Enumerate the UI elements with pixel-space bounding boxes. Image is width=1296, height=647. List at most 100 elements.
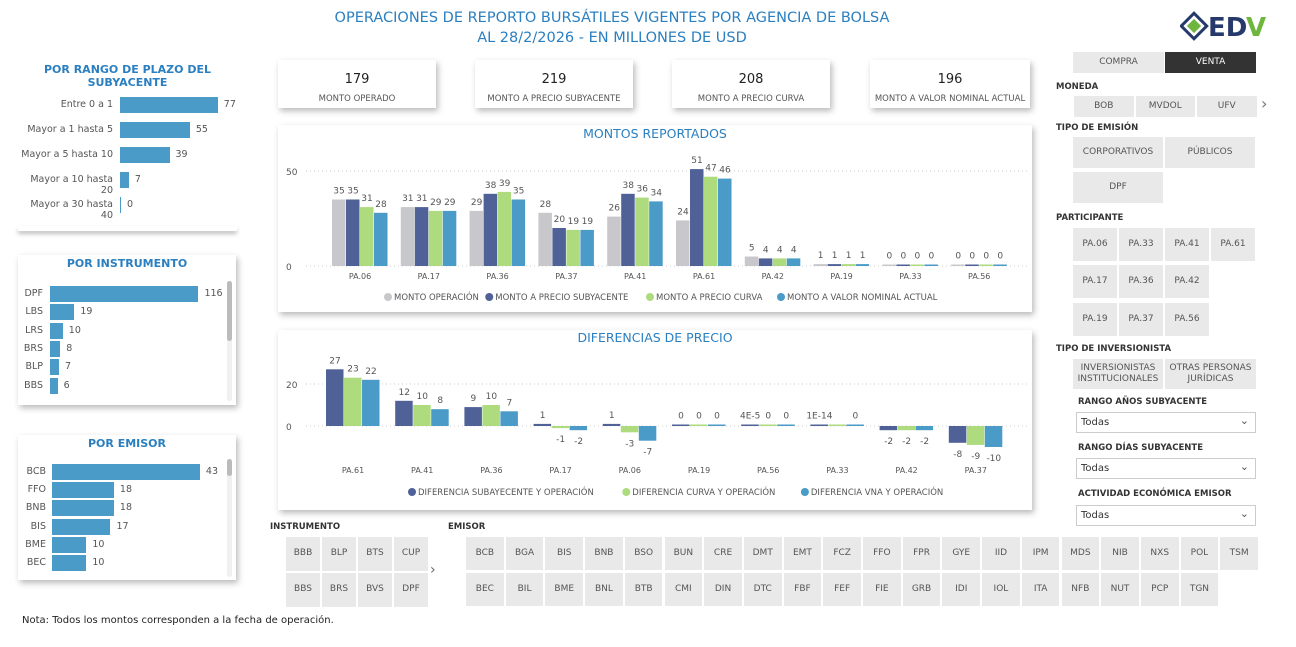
emisor-button-cmi[interactable]: CMI — [664, 573, 703, 606]
bar[interactable] — [607, 216, 621, 266]
bar-row[interactable]: BLP 7 — [18, 359, 228, 376]
bar[interactable] — [951, 264, 965, 267]
emisor-button-iid[interactable]: IID — [982, 537, 1020, 570]
emisor-button-ita[interactable]: ITA — [1021, 573, 1060, 606]
emisor-button-pcp[interactable]: PCP — [1140, 573, 1179, 606]
emisor-button-fef[interactable]: FEF — [823, 573, 861, 606]
inversionista-otras-button[interactable]: OTRAS PERSONAS JURÍDICAS — [1165, 359, 1256, 389]
emisor-button-bcb[interactable]: BCB — [466, 537, 504, 570]
bar[interactable] — [827, 264, 842, 266]
inversionista-institucionales-button[interactable]: INVERSIONISTAS INSTITUCIONALES — [1073, 359, 1163, 389]
emisor-button-bil[interactable]: BIL — [505, 573, 544, 606]
legend-item[interactable]: DIFERENCIA SUBAYECENTE Y OPERACIÓN — [408, 486, 594, 498]
bar[interactable] — [759, 424, 777, 427]
bar[interactable] — [120, 122, 190, 138]
bar[interactable] — [744, 256, 759, 267]
bar[interactable] — [810, 424, 828, 427]
bar[interactable] — [52, 536, 87, 553]
scrollbar[interactable] — [227, 281, 232, 401]
bar[interactable] — [442, 210, 457, 266]
bar[interactable] — [551, 426, 570, 429]
bar-row[interactable]: Mayor a 10 hasta 20 7 — [18, 172, 228, 196]
emisor-button-ffo[interactable]: FFO — [863, 537, 901, 570]
chevron-right-icon[interactable]: › — [1261, 94, 1268, 113]
bar[interactable] — [52, 518, 111, 535]
legend-item[interactable]: MONTO A PRECIO CURVA — [646, 293, 763, 303]
bar-row[interactable]: BRS 8 — [18, 340, 228, 357]
bar[interactable] — [120, 172, 129, 188]
bar[interactable] — [718, 178, 732, 266]
bar[interactable] — [965, 264, 979, 267]
participante-button[interactable]: PA.36 — [1119, 265, 1163, 298]
bar[interactable] — [758, 258, 773, 266]
bar[interactable] — [497, 191, 512, 266]
bar-row[interactable]: LRS 10 — [18, 322, 228, 339]
bar[interactable] — [533, 423, 552, 426]
emisor-button-bme[interactable]: BME — [545, 573, 584, 606]
bar[interactable] — [413, 405, 431, 426]
bar[interactable] — [120, 97, 218, 113]
bar[interactable] — [360, 207, 374, 266]
instrumento-button-bts[interactable]: BTS — [358, 537, 392, 571]
bar-row[interactable]: Mayor a 5 hasta 10 39 — [18, 147, 228, 163]
bar[interactable] — [50, 340, 61, 357]
bar[interactable] — [828, 424, 846, 427]
emisor-button-dtc[interactable]: DTC — [743, 573, 782, 606]
bar[interactable] — [362, 379, 380, 426]
bar-row[interactable]: Entre 0 a 1 77 — [18, 97, 236, 113]
bar[interactable] — [879, 426, 898, 431]
emisor-button-cre[interactable]: CRE — [704, 537, 742, 570]
emisor-button-fie[interactable]: FIE — [863, 573, 901, 606]
emisor-button-tgn[interactable]: TGN — [1180, 573, 1219, 606]
bar[interactable] — [813, 264, 828, 266]
instrumento-button-dpf[interactable]: DPF — [394, 573, 428, 607]
bar-row[interactable]: FFO 18 — [18, 482, 228, 499]
participante-button[interactable]: PA.06 — [1073, 228, 1117, 261]
participante-button[interactable]: PA.56 — [1165, 303, 1209, 336]
bar[interactable] — [841, 264, 856, 266]
emision-button-dpf[interactable]: DPF — [1073, 172, 1163, 203]
participante-button[interactable]: PA.37 — [1119, 303, 1163, 336]
bar[interactable] — [855, 264, 870, 266]
participante-button[interactable]: PA.61 — [1211, 228, 1255, 261]
bar[interactable] — [500, 411, 518, 426]
participante-button[interactable]: PA.19 — [1073, 303, 1117, 336]
compra-button[interactable]: COMPRA — [1073, 52, 1164, 73]
bar[interactable] — [414, 207, 429, 266]
bar[interactable] — [896, 264, 910, 267]
emisor-button-bec[interactable]: BEC — [466, 573, 504, 606]
bar-row[interactable]: BEC 10 — [18, 555, 228, 571]
bar[interactable] — [374, 212, 388, 266]
emisor-button-nib[interactable]: NIB — [1101, 537, 1139, 570]
bar[interactable] — [690, 424, 708, 427]
emision-button-p-blicos[interactable]: PÚBLICOS — [1165, 137, 1255, 168]
moneda-button-mvdol[interactable]: MVDOL — [1135, 96, 1195, 117]
chevron-right-icon[interactable]: › — [430, 562, 436, 578]
bar[interactable] — [786, 258, 801, 266]
bar-row[interactable]: LBS 19 — [18, 304, 228, 321]
emisor-button-din[interactable]: DIN — [704, 573, 742, 606]
bar[interactable] — [120, 197, 121, 213]
emisor-button-nfb[interactable]: NFB — [1061, 573, 1100, 606]
bar-row[interactable]: BCB 43 — [18, 464, 228, 480]
participante-button[interactable]: PA.41 — [1165, 228, 1209, 261]
bar[interactable] — [344, 377, 362, 426]
moneda-button-bob[interactable]: BOB — [1074, 96, 1134, 117]
emisor-button-mds[interactable]: MDS — [1061, 537, 1100, 570]
emisor-button-fcz[interactable]: FCZ — [823, 537, 861, 570]
legend-item[interactable]: MONTO A PRECIO SUBYACENTE — [485, 293, 628, 303]
rango-dias-dropdown[interactable]: Todas ⌄ — [1076, 458, 1256, 479]
emisor-button-iol[interactable]: IOL — [982, 573, 1020, 606]
bar[interactable] — [52, 464, 200, 480]
legend-item[interactable]: MONTO OPERACIÓN — [384, 291, 479, 303]
participante-button[interactable]: PA.33 — [1119, 228, 1163, 261]
bar[interactable] — [620, 426, 639, 433]
bar[interactable] — [120, 147, 170, 163]
bar[interactable] — [777, 424, 795, 427]
emisor-button-grb[interactable]: GRB — [902, 573, 941, 606]
instrumento-button-brs[interactable]: BRS — [322, 573, 356, 607]
emisor-button-bun[interactable]: BUN — [664, 537, 703, 570]
bar[interactable] — [708, 424, 726, 427]
bar[interactable] — [580, 229, 594, 266]
bar[interactable] — [428, 210, 443, 266]
